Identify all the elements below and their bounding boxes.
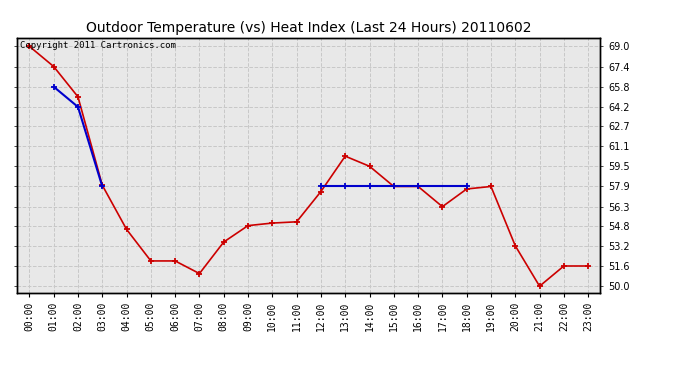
- Text: Copyright 2011 Cartronics.com: Copyright 2011 Cartronics.com: [20, 41, 176, 50]
- Title: Outdoor Temperature (vs) Heat Index (Last 24 Hours) 20110602: Outdoor Temperature (vs) Heat Index (Las…: [86, 21, 531, 35]
